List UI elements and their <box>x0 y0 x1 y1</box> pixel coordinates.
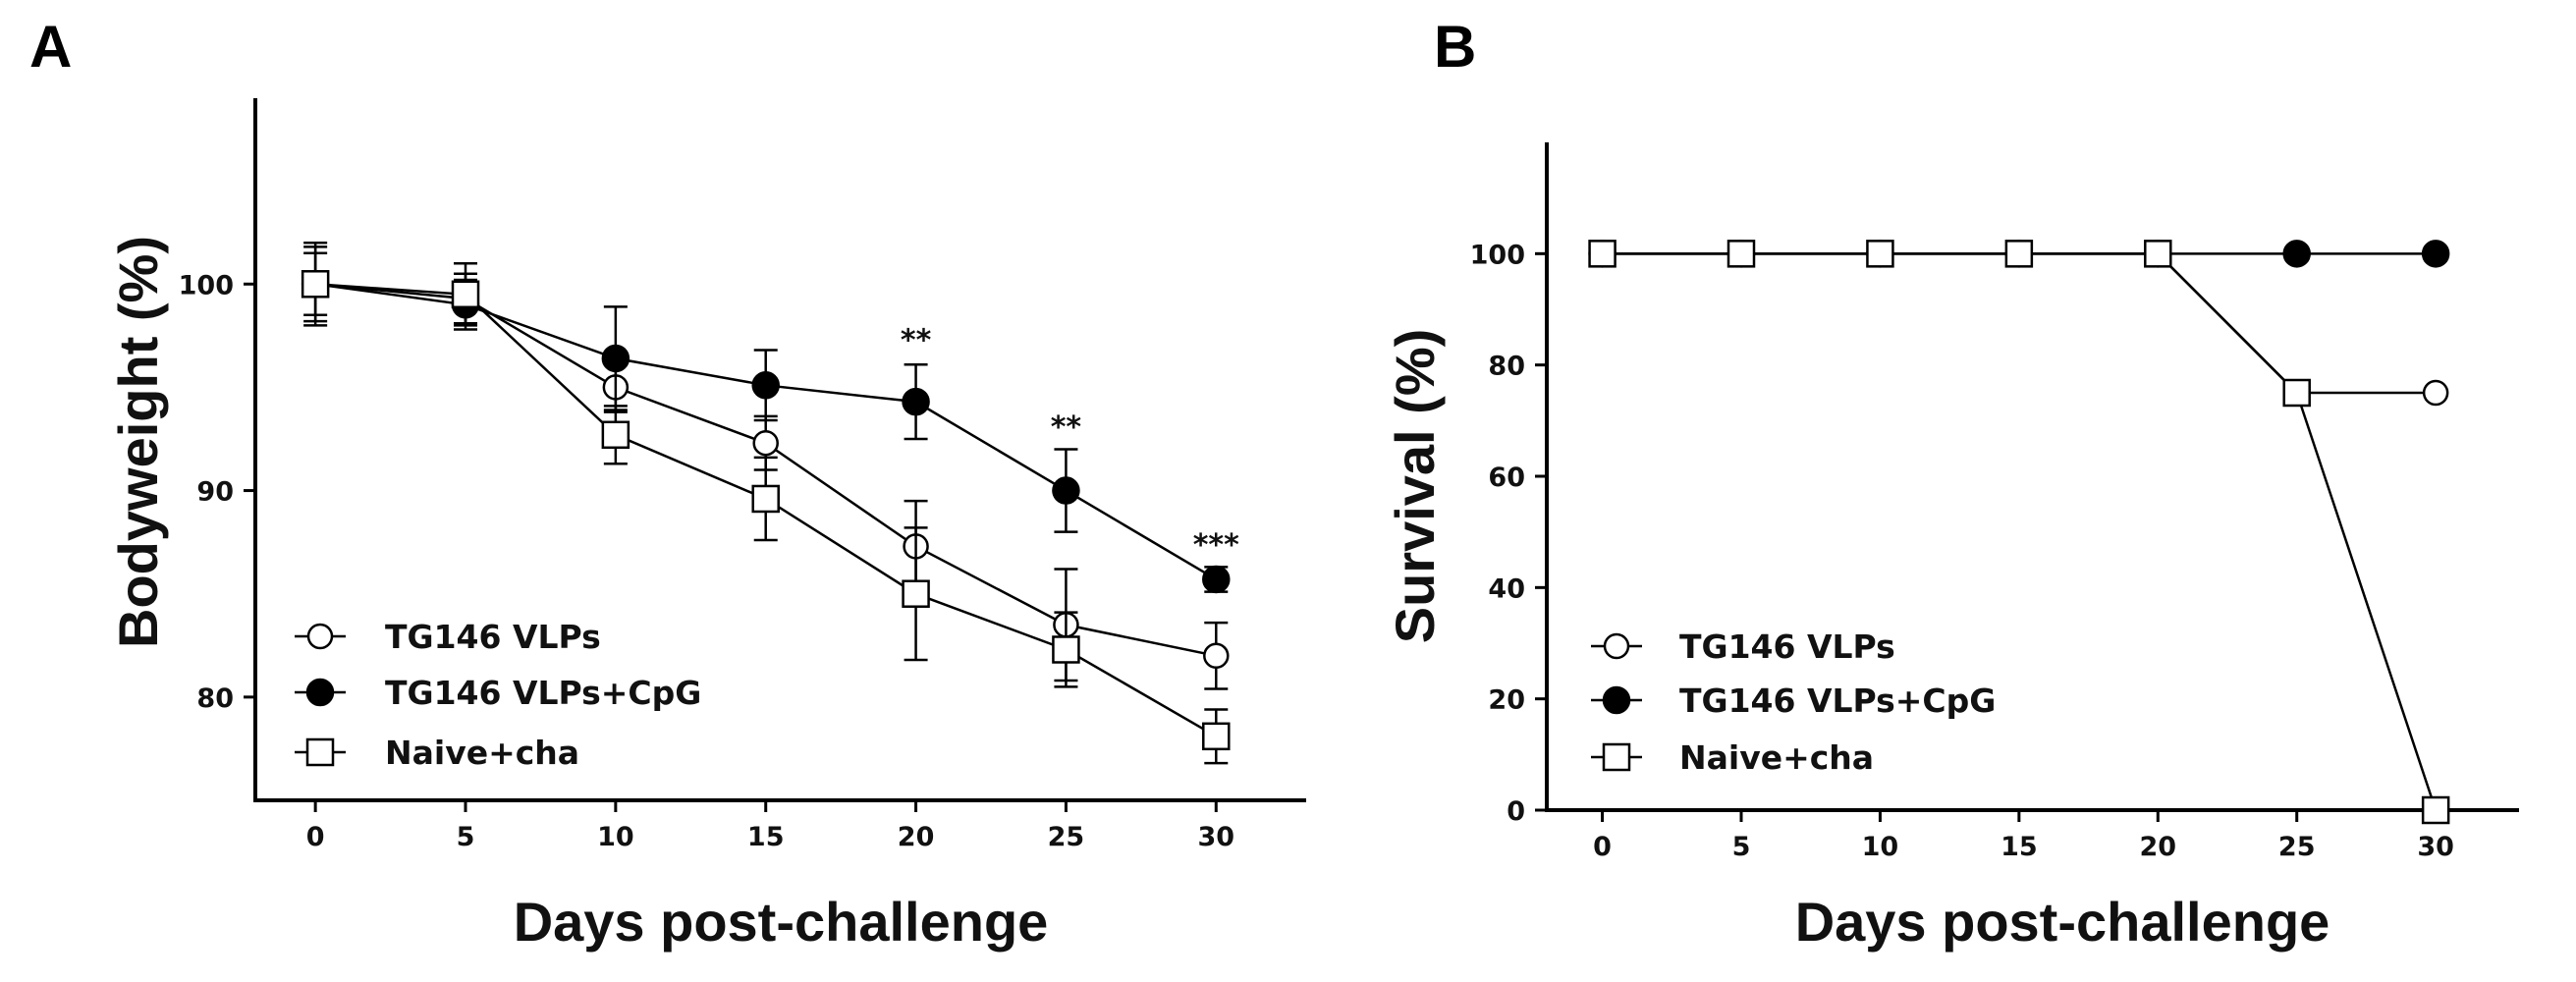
data-point-filled-circle <box>2282 240 2311 268</box>
data-point-square <box>1202 722 1231 751</box>
data-point-square <box>1052 635 1080 664</box>
panel-a-legend: TG146 VLPs TG146 VLPs+CpG Naive+cha <box>295 618 701 772</box>
significance-annotation: ** <box>1051 410 1082 445</box>
panel-b-survival-chart: B 0 5 10 15 20 25 30 0 20 40 60 80 100 Days post-ch… <box>1384 14 2519 953</box>
open-circle-marker-icon <box>1603 632 1630 660</box>
legend-entry-naive-cha: Naive+cha <box>1591 738 1874 777</box>
legend-entry-tg146-vlps: TG146 VLPs <box>295 618 601 656</box>
open-circle-marker-icon <box>306 623 334 650</box>
y-tick-label: 80 <box>1488 352 1525 382</box>
x-tick-label: 0 <box>1593 832 1612 862</box>
data-point-filled-circle <box>751 371 780 400</box>
data-point-open-circle <box>752 429 779 457</box>
y-tick-label: 60 <box>1488 463 1525 493</box>
data-point-square <box>2282 378 2311 408</box>
data-point-filled-circle <box>1052 476 1080 505</box>
x-tick-label: 15 <box>2001 832 2038 862</box>
legend-label: TG146 VLPs <box>385 618 601 656</box>
data-point-filled-circle <box>1202 565 1231 594</box>
x-tick-label: 25 <box>1048 822 1085 852</box>
legend-label: TG146 VLPs+CpG <box>385 674 701 712</box>
legend-entry-tg146-vlps: TG146 VLPs <box>1591 627 1895 666</box>
data-point-square <box>751 484 780 514</box>
x-tick-label: 10 <box>597 822 634 852</box>
data-point-square <box>2144 240 2172 268</box>
panel-b-legend: TG146 VLPs TG146 VLPs+CpG Naive+cha <box>1591 627 1996 777</box>
panel-b-x-axis-title: Days post-challenge <box>1795 891 2330 953</box>
series-naive-cha <box>301 241 1231 765</box>
data-point-filled-circle <box>601 344 630 373</box>
y-tick-label: 100 <box>1470 240 1525 270</box>
x-tick-label: 10 <box>1862 832 1899 862</box>
x-tick-label: 20 <box>898 822 935 852</box>
open-square-marker-icon <box>1602 742 1631 772</box>
x-tick-label: 0 <box>306 822 325 852</box>
filled-circle-marker-icon <box>1602 685 1631 715</box>
significance-annotation: ** <box>901 324 932 358</box>
legend-label: Naive+cha <box>1679 738 1874 777</box>
legend-entry-tg146-vlps-cpg: TG146 VLPs+CpG <box>1591 682 1996 720</box>
data-point-open-circle <box>1203 642 1230 670</box>
series-tg146-vlps-cpg <box>301 251 1231 594</box>
x-tick-label: 20 <box>2139 832 2176 862</box>
series-line <box>1602 252 2438 811</box>
x-tick-label: 25 <box>2278 832 2316 862</box>
panel-b-y-axis-title: Survival (%) <box>1384 329 1446 644</box>
data-point-filled-circle <box>2421 240 2450 268</box>
panel-a-x-axis-title: Days post-challenge <box>514 891 1049 953</box>
data-point-square <box>451 280 480 309</box>
legend-entry-tg146-vlps-cpg: TG146 VLPs+CpG <box>295 674 701 712</box>
y-tick-label: 80 <box>196 683 234 714</box>
y-tick-label: 0 <box>1507 796 1525 827</box>
y-tick-label: 90 <box>196 477 234 508</box>
y-tick-label: 40 <box>1488 573 1525 604</box>
y-tick-label: 20 <box>1488 685 1525 716</box>
data-point-square <box>2421 795 2450 825</box>
x-tick-label: 5 <box>1732 832 1751 862</box>
series-naive-cha <box>1588 240 2450 825</box>
panel-a-label: A <box>29 14 72 80</box>
open-square-marker-icon <box>305 737 335 767</box>
data-point-filled-circle <box>902 387 930 416</box>
data-point-square <box>601 420 630 450</box>
series-line <box>1602 252 2437 395</box>
data-point-square <box>1866 240 1894 268</box>
panel-a-y-axis-title: Bodyweight (%) <box>107 236 169 648</box>
y-tick-label: 100 <box>179 270 234 300</box>
legend-label: TG146 VLPs <box>1679 627 1895 666</box>
data-point-open-circle <box>2422 379 2449 407</box>
x-tick-label: 15 <box>747 822 785 852</box>
data-point-square <box>902 579 930 608</box>
data-point-square <box>2004 240 2034 268</box>
x-tick-label: 30 <box>2417 832 2454 862</box>
data-point-square <box>1726 240 1756 268</box>
data-point-square <box>301 270 330 299</box>
filled-circle-marker-icon <box>305 678 335 707</box>
panel-b-label: B <box>1434 14 1476 80</box>
x-tick-label: 5 <box>457 822 475 852</box>
legend-label: TG146 VLPs+CpG <box>1679 682 1996 720</box>
x-tick-label: 30 <box>1197 822 1234 852</box>
legend-entry-naive-cha: Naive+cha <box>295 734 579 772</box>
legend-label: Naive+cha <box>385 734 579 772</box>
significance-annotation: *** <box>1193 528 1239 563</box>
data-point-square <box>1588 240 1617 268</box>
